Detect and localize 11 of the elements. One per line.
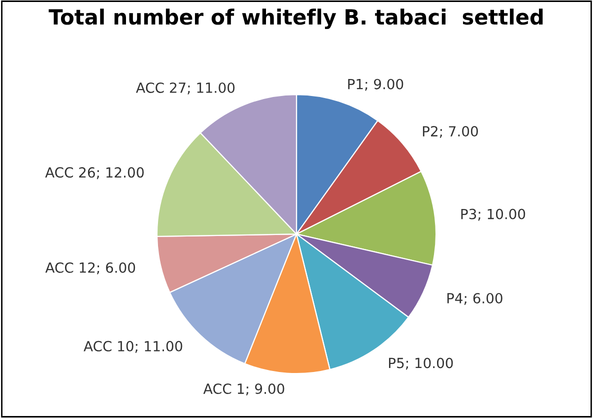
slice-label: P3; 10.00 — [461, 208, 526, 221]
slice-label: ACC 1; 9.00 — [203, 384, 284, 396]
slice-label: ACC 10; 11.00 — [84, 340, 182, 353]
chart-title: Total number of whitefly B. tabaci settled — [48, 8, 543, 29]
slice-label: ACC 27; 11.00 — [136, 82, 235, 94]
slice-label: P4; 6.00 — [447, 292, 502, 305]
slice-label: ACC 26; 12.00 — [45, 167, 144, 180]
slice-label: ACC 12; 6.00 — [45, 262, 136, 274]
slice-label: P1; 9.00 — [348, 78, 404, 91]
slice-label: P2; 7.00 — [422, 126, 478, 138]
slice-label: P5; 10.00 — [389, 358, 453, 370]
